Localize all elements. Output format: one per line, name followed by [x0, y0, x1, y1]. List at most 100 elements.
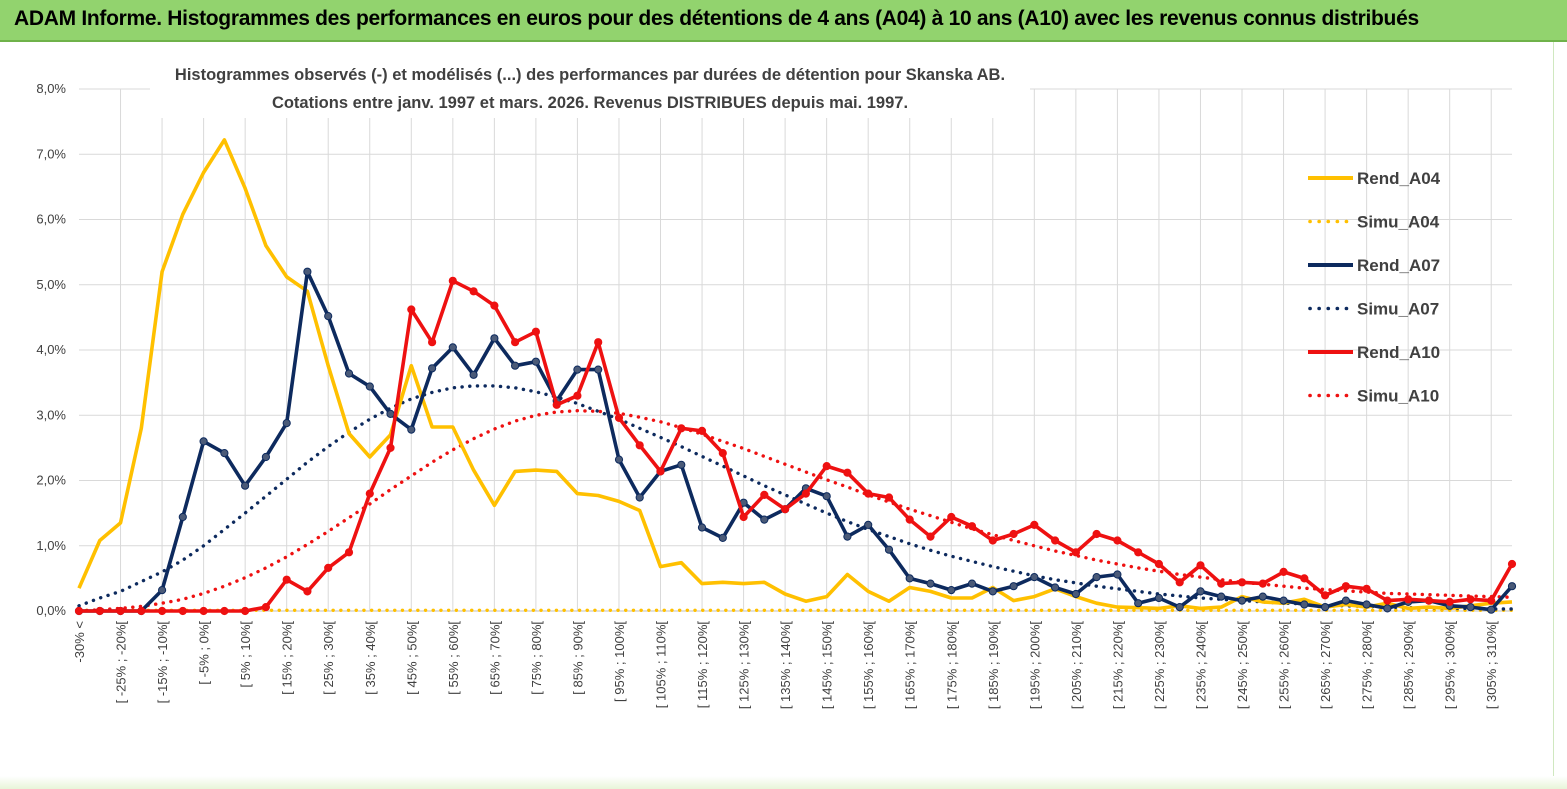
data-point [178, 512, 187, 522]
data-point [1113, 536, 1122, 545]
data-point [594, 338, 603, 347]
data-point [739, 512, 748, 522]
data-point [469, 370, 478, 379]
data-point [1071, 548, 1081, 557]
legend-item: Simu_A10 [1308, 387, 1439, 406]
y-tick-label: 3,0% [36, 407, 66, 422]
x-tick-label: [ 305% ; 310%[ [1484, 621, 1499, 710]
series-rend-a07 [74, 267, 1517, 616]
data-point [1507, 582, 1517, 591]
data-point [1030, 573, 1039, 582]
data-point [199, 437, 208, 446]
data-point [1071, 589, 1081, 599]
data-point [344, 548, 354, 557]
legend-label: Simu_A04 [1357, 213, 1440, 232]
data-point [905, 515, 914, 524]
x-tick-label: [ 25% ; 30%[ [321, 621, 336, 695]
x-tick-label: [ 185% ; 190%[ [986, 621, 1001, 710]
data-point [1051, 536, 1060, 545]
data-point [261, 452, 270, 462]
chart-title-block: Histogrammes observés (-) et modélisés (… [150, 56, 1030, 118]
data-point [510, 361, 520, 370]
legend-item: Rend_A07 [1308, 256, 1440, 275]
chart-series [74, 138, 1517, 616]
data-point [1279, 567, 1288, 577]
data-point [822, 492, 831, 501]
data-point [988, 536, 997, 545]
legend-label: Simu_A10 [1357, 387, 1439, 406]
data-point [1487, 605, 1496, 614]
x-tick-label: [ -5% ; 0%[ [197, 621, 212, 685]
data-point [74, 606, 84, 616]
y-tick-label: 2,0% [36, 473, 66, 488]
data-point [926, 579, 935, 588]
data-point [386, 443, 395, 452]
data-point [1175, 603, 1184, 612]
x-tick-label: [ 75% ; 80%[ [529, 621, 544, 695]
x-tick-label: [ 135% ; 140%[ [778, 621, 793, 710]
legend-item: Simu_A07 [1308, 300, 1439, 319]
data-point [988, 587, 997, 596]
data-point [324, 312, 333, 321]
data-point [635, 493, 644, 502]
x-tick-label: [ 235% ; 240%[ [1193, 621, 1208, 710]
series-line [77, 138, 1513, 611]
y-tick-label: 7,0% [36, 146, 66, 161]
x-tick-label: [ 55% ; 60%[ [446, 621, 461, 695]
data-point [1383, 604, 1392, 613]
data-point [718, 449, 727, 458]
data-point [1134, 548, 1143, 557]
y-tick-label: 4,0% [36, 342, 66, 357]
data-point [1362, 584, 1371, 593]
data-point [594, 365, 603, 374]
data-point [1258, 592, 1267, 601]
data-point [1092, 529, 1101, 539]
data-point [614, 455, 624, 464]
data-point [884, 493, 894, 502]
y-tick-label: 6,0% [36, 212, 66, 227]
data-point [677, 460, 686, 469]
x-tick-label: [ 265% ; 270%[ [1318, 621, 1333, 710]
data-point [1362, 600, 1371, 609]
data-point [947, 586, 956, 595]
data-point [1341, 582, 1351, 591]
x-tick-label: [ 125% ; 130%[ [737, 621, 752, 710]
data-point [428, 364, 437, 373]
data-point [614, 413, 624, 422]
data-point [116, 606, 125, 616]
data-point [158, 586, 167, 595]
data-point [531, 327, 541, 336]
data-point [158, 606, 167, 616]
data-point [822, 462, 831, 471]
data-point [241, 606, 250, 616]
x-tick-label: [ 155% ; 160%[ [861, 621, 876, 710]
chart-frame-bottom [0, 776, 1567, 789]
series-line [79, 279, 1514, 613]
data-point [864, 489, 873, 498]
data-point [967, 522, 977, 531]
data-point [407, 425, 416, 434]
y-tick-label: 1,0% [36, 538, 66, 553]
x-tick-label: [ 5% ; 10%[ [238, 621, 253, 688]
data-point [801, 489, 811, 498]
data-point [490, 334, 499, 343]
series-rend-a10 [74, 276, 1517, 616]
data-point [1300, 600, 1309, 609]
x-tick-label: [ 95% ; 100%[ [612, 621, 627, 702]
data-point [947, 512, 956, 522]
data-point [884, 545, 894, 554]
data-point [510, 338, 520, 347]
legend-label: Rend_A04 [1357, 169, 1441, 188]
legend-item: Rend_A04 [1308, 169, 1441, 188]
data-point [490, 301, 499, 310]
series-simu-a10 [77, 408, 1514, 613]
data-point [1445, 597, 1454, 607]
data-point [1321, 591, 1330, 600]
data-point [1237, 596, 1247, 605]
x-tick-label: [ -15% ; -10%[ [155, 621, 170, 704]
data-point [552, 400, 561, 409]
x-tick-label: [ 205% ; 210%[ [1069, 621, 1084, 710]
y-tick-label: 0,0% [36, 603, 66, 618]
data-point [1113, 570, 1122, 579]
x-tick-label: [ 85% ; 90%[ [570, 621, 585, 695]
